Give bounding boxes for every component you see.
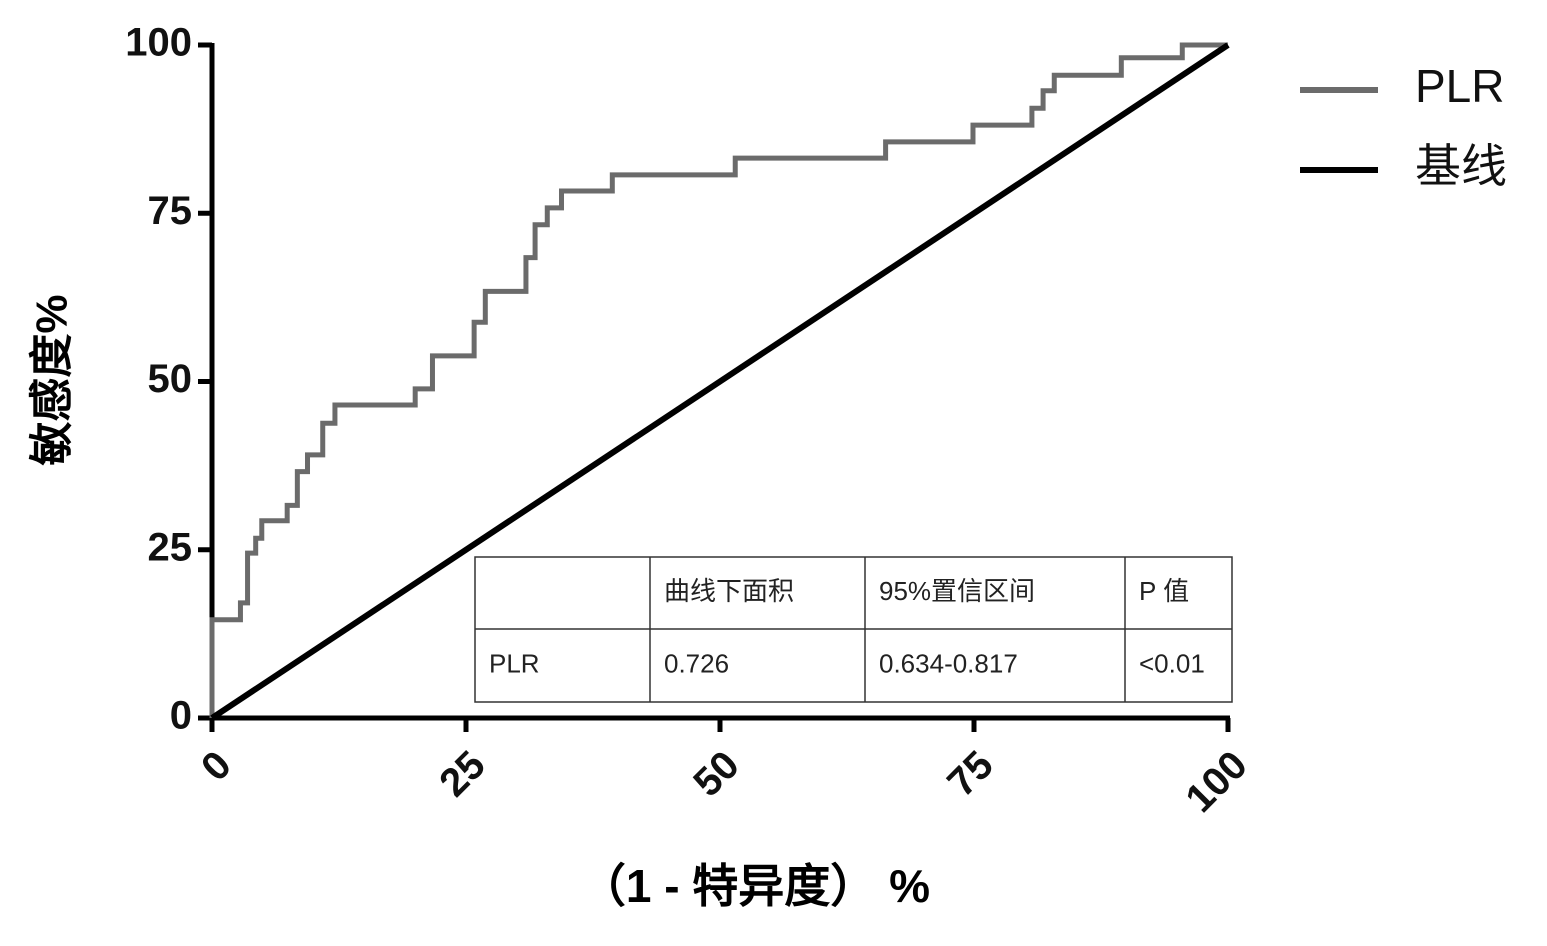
series-line [209, 42, 1228, 718]
y-tick-label: 75 [148, 189, 193, 233]
x-tick-label: 0 [193, 743, 240, 790]
x-axis-label: （1 - 特异度） % [580, 860, 930, 912]
y-tick-label: 0 [170, 694, 192, 738]
table-header: P 值 [1139, 576, 1189, 606]
x-tick-label: 50 [685, 743, 748, 806]
y-tick-label: 25 [148, 525, 193, 569]
y-axis-label: 敏感度% [28, 294, 77, 465]
x-tick-label: 75 [939, 743, 1002, 806]
y-tick-label: 50 [148, 357, 193, 401]
x-tick-label: 100 [1178, 743, 1256, 821]
stats-table: 曲线下面积 95%置信区间 P 值 PLR 0.726 0.634-0.817 <0.01 [474, 556, 1233, 703]
table-cell: <0.01 [1139, 648, 1205, 678]
table-header: 曲线下面积 [664, 576, 794, 606]
table-cell: PLR [489, 648, 540, 678]
table-header: 95%置信区间 [879, 576, 1035, 606]
table-cell: 0.726 [664, 648, 729, 678]
legend-label: 基线 [1415, 140, 1507, 192]
y-tick-label: 100 [125, 21, 192, 65]
table-cell: 0.634-0.817 [879, 648, 1018, 678]
series-line [210, 42, 1230, 721]
legend-label: PLR [1415, 60, 1504, 112]
x-tick-label: 25 [431, 743, 494, 806]
